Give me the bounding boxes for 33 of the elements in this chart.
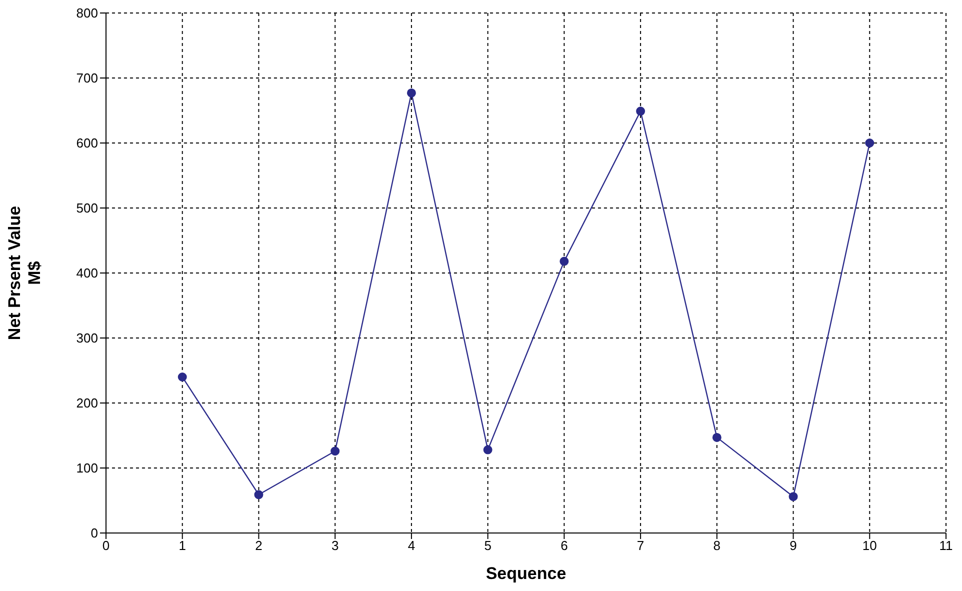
point — [330, 446, 340, 456]
point — [178, 372, 187, 382]
point — [788, 492, 798, 502]
x-tick-label: 0 — [102, 538, 110, 554]
y-tick-label: 400 — [76, 266, 98, 281]
x-tick-label: 10 — [862, 538, 877, 554]
x-tick-label: 5 — [484, 538, 492, 554]
x-tick-label: 11 — [939, 538, 953, 554]
y-tick-label: 700 — [76, 70, 98, 86]
x-tick-label: 4 — [408, 538, 416, 554]
y-tick-label: 0 — [90, 526, 98, 541]
x-tick-label: 7 — [636, 538, 644, 554]
y-tick-label: 200 — [76, 396, 98, 411]
point — [254, 490, 264, 500]
y-axis-title: Net Prsent Value M$ — [5, 206, 44, 340]
x-tick-label: 1 — [178, 538, 186, 554]
x-tick-label: 8 — [713, 538, 721, 554]
x-tick-label: 6 — [560, 538, 568, 554]
y-tick-label: 600 — [76, 136, 98, 151]
point — [712, 432, 722, 442]
point — [636, 106, 646, 116]
y-tick-label: 500 — [76, 200, 98, 216]
point — [560, 256, 569, 266]
point — [865, 138, 874, 148]
y-tick-label: 800 — [76, 6, 98, 21]
x-tick-label: 9 — [790, 538, 797, 554]
x-tick-label: 3 — [331, 538, 339, 554]
x-axis-title: Sequence — [486, 564, 566, 583]
x-tick-label: 2 — [255, 538, 262, 554]
point — [406, 88, 416, 98]
y-tick-label: 100 — [76, 460, 98, 476]
y-tick-label: 300 — [76, 330, 98, 346]
point — [483, 445, 492, 454]
